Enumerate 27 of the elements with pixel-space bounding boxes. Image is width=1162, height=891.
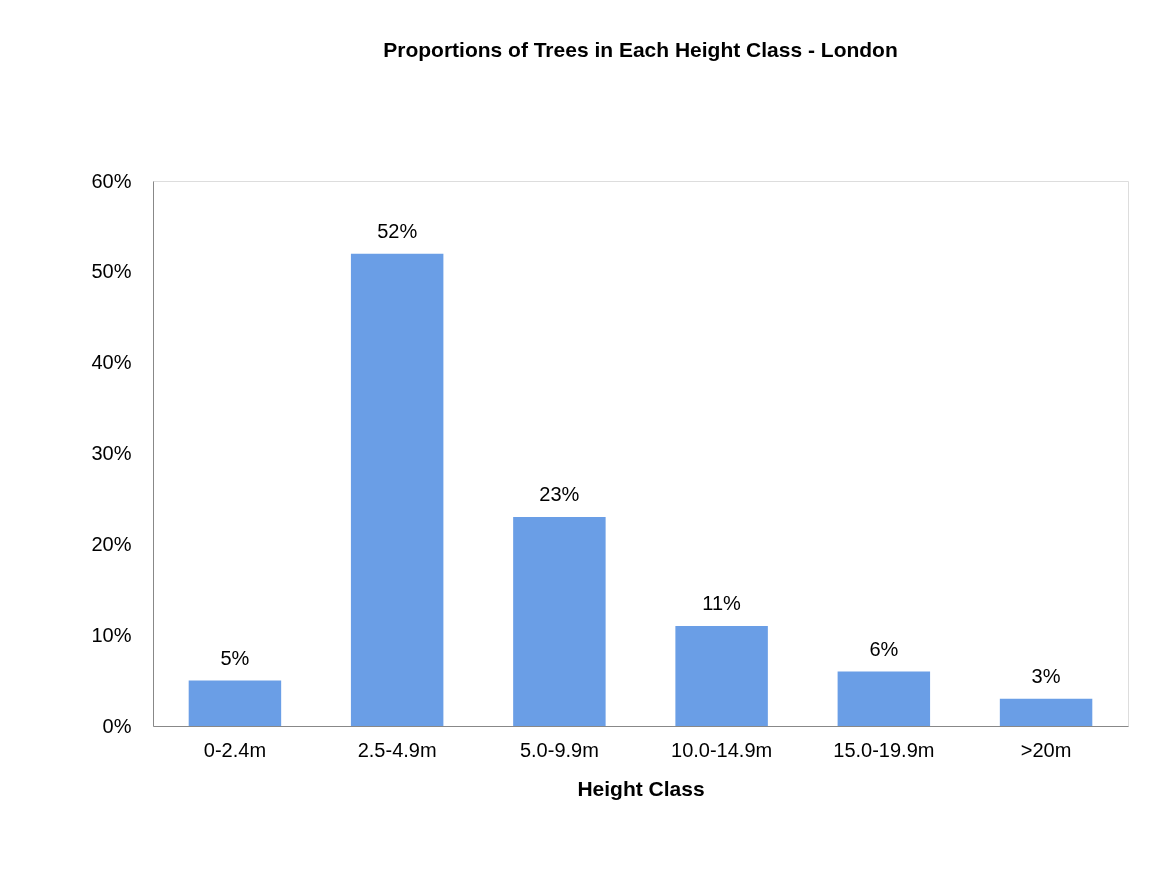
x-tick-label: 15.0-19.9m xyxy=(833,738,935,761)
bar xyxy=(188,680,282,726)
y-tick-label: 0% xyxy=(102,714,132,737)
x-tick-label: 0-2.4m xyxy=(203,738,267,761)
x-axis-title: Height Class xyxy=(577,776,705,800)
y-tick-label: 20% xyxy=(91,532,132,555)
chart-title: Proportions of Trees in Each Height Class - London xyxy=(383,38,898,61)
data-label: 3% xyxy=(1031,664,1061,687)
x-tick-label: 10.0-14.9m xyxy=(671,738,773,761)
data-label: 5% xyxy=(220,646,250,669)
y-tick-label: 30% xyxy=(91,442,132,464)
y-tick-label: 60% xyxy=(91,169,132,192)
y-tick-label: 50% xyxy=(91,260,132,283)
bar xyxy=(350,253,444,726)
x-tick-label: >20m xyxy=(1020,738,1072,761)
x-tick-label: 5.0-9.9m xyxy=(519,738,599,761)
data-label: 6% xyxy=(869,637,899,660)
data-label: 11% xyxy=(702,592,742,615)
x-tick-label: 2.5-4.9m xyxy=(357,738,437,761)
bar xyxy=(837,671,931,726)
bar xyxy=(513,517,606,726)
y-tick-label: 10% xyxy=(91,623,132,646)
y-tick-label: 40% xyxy=(91,351,132,374)
data-label: 23% xyxy=(539,483,580,506)
bar xyxy=(675,626,768,726)
data-label: 52% xyxy=(377,219,418,242)
bar xyxy=(999,698,1093,726)
